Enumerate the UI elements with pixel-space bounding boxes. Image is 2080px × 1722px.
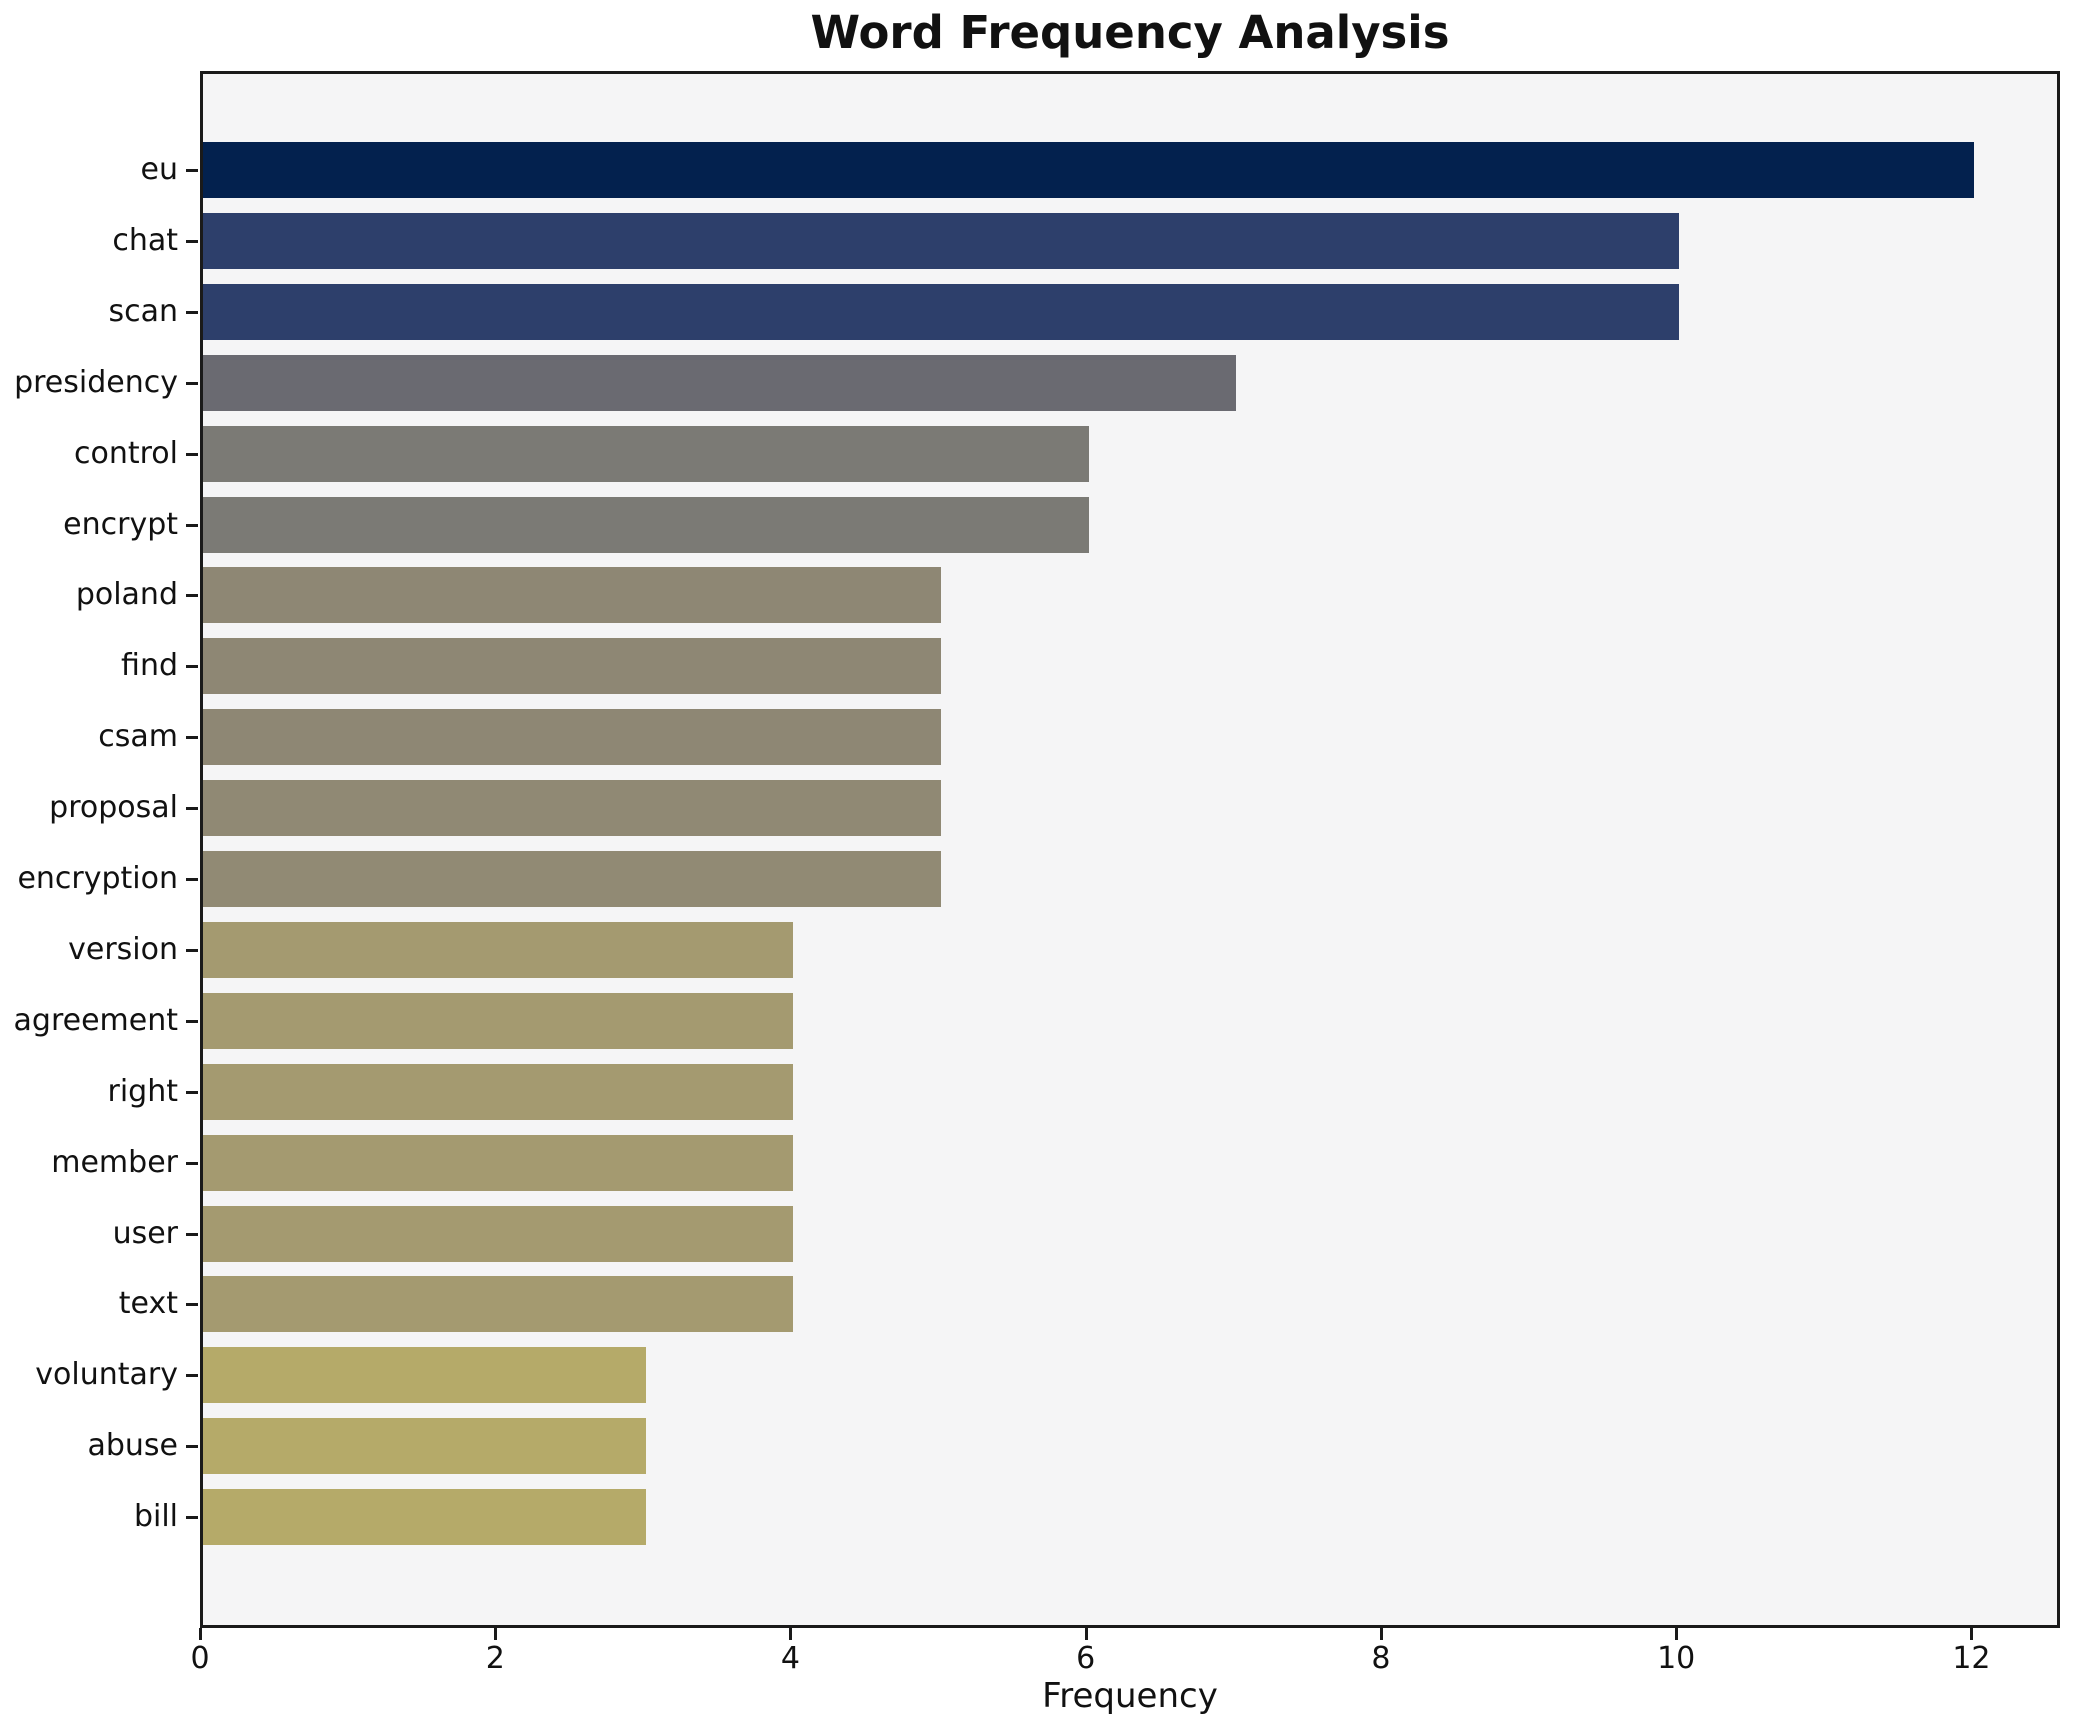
- bar-encrypt: [203, 496, 1089, 553]
- y-tick: [186, 736, 198, 740]
- y-tick: [186, 452, 198, 456]
- y-axis-label-chat: chat: [112, 222, 178, 258]
- y-tick: [186, 1232, 198, 1236]
- bar-control: [203, 425, 1089, 482]
- x-axis-label: Frequency: [1042, 1676, 1218, 1716]
- x-tick: [1970, 1628, 1974, 1640]
- bar-text: [203, 1276, 794, 1333]
- y-tick: [186, 665, 198, 669]
- y-tick: [186, 381, 198, 385]
- bar-csam: [203, 709, 942, 766]
- y-axis-label-scan: scan: [108, 293, 178, 329]
- y-axis-label-encryption: encryption: [17, 861, 178, 896]
- bar-user: [203, 1205, 794, 1262]
- x-tick-label-4: 4: [780, 1641, 801, 1676]
- y-tick: [186, 1445, 198, 1449]
- bar-presidency: [203, 354, 1237, 411]
- y-axis-label-proposal: proposal: [49, 790, 178, 826]
- x-tick: [494, 1628, 498, 1640]
- x-tick-label-0: 0: [190, 1641, 210, 1676]
- bar-find: [203, 638, 942, 695]
- bar-eu: [203, 142, 1975, 198]
- y-tick: [186, 239, 198, 243]
- y-tick: [186, 1019, 198, 1023]
- x-tick-label-10: 10: [1657, 1641, 1696, 1676]
- y-tick: [186, 1090, 198, 1094]
- bar-encryption: [203, 851, 942, 907]
- y-tick: [186, 807, 198, 811]
- y-axis-label-member: member: [51, 1144, 178, 1180]
- x-tick-label-12: 12: [1952, 1641, 1991, 1676]
- x-tick: [789, 1628, 793, 1640]
- y-axis-label-find: find: [121, 648, 178, 684]
- y-axis-label-encrypt: encrypt: [63, 506, 178, 542]
- y-axis-label-text: text: [118, 1286, 178, 1322]
- y-tick: [186, 169, 198, 172]
- y-tick: [186, 523, 198, 527]
- chart-title: Word Frequency Analysis: [810, 6, 1450, 59]
- x-tick-label-8: 8: [1371, 1641, 1391, 1676]
- plot-area: [200, 71, 2060, 1628]
- y-axis-label-abuse: abuse: [87, 1428, 178, 1464]
- bar-voluntary: [203, 1347, 646, 1404]
- y-axis-label-csam: csam: [98, 719, 178, 755]
- y-axis-label-agreement: agreement: [13, 1002, 178, 1038]
- bar-abuse: [203, 1418, 646, 1475]
- y-axis-label-right: right: [107, 1073, 179, 1109]
- y-axis-label-bill: bill: [133, 1499, 178, 1535]
- bar-bill: [203, 1489, 646, 1546]
- y-axis-label-voluntary: voluntary: [35, 1357, 178, 1393]
- x-tick: [1379, 1628, 1383, 1640]
- bar-right: [203, 1063, 794, 1120]
- y-axis-label-version: version: [68, 931, 178, 967]
- y-tick: [186, 594, 198, 598]
- bar-proposal: [203, 780, 942, 837]
- bar-poland: [203, 567, 942, 624]
- y-tick: [186, 878, 198, 881]
- x-tick: [1084, 1628, 1088, 1640]
- x-tick: [199, 1628, 202, 1640]
- bar-member: [203, 1134, 794, 1191]
- y-tick: [186, 948, 198, 952]
- bar-scan: [203, 283, 1680, 340]
- y-axis-label-presidency: presidency: [14, 364, 178, 400]
- y-axis-label-poland: poland: [75, 577, 178, 613]
- bar-version: [203, 921, 794, 978]
- y-axis-label-control: control: [74, 435, 178, 471]
- bar-agreement: [203, 992, 794, 1049]
- x-tick-label-2: 2: [485, 1641, 505, 1676]
- y-tick: [186, 1516, 198, 1520]
- y-tick: [186, 1374, 198, 1378]
- x-tick-label-6: 6: [1076, 1641, 1096, 1676]
- x-tick: [1675, 1628, 1679, 1640]
- y-tick: [186, 1303, 198, 1307]
- y-tick: [186, 310, 198, 314]
- y-tick: [186, 1161, 198, 1165]
- y-axis-label-user: user: [112, 1215, 178, 1251]
- bar-chat: [203, 212, 1680, 269]
- y-axis-label-eu: eu: [140, 152, 178, 187]
